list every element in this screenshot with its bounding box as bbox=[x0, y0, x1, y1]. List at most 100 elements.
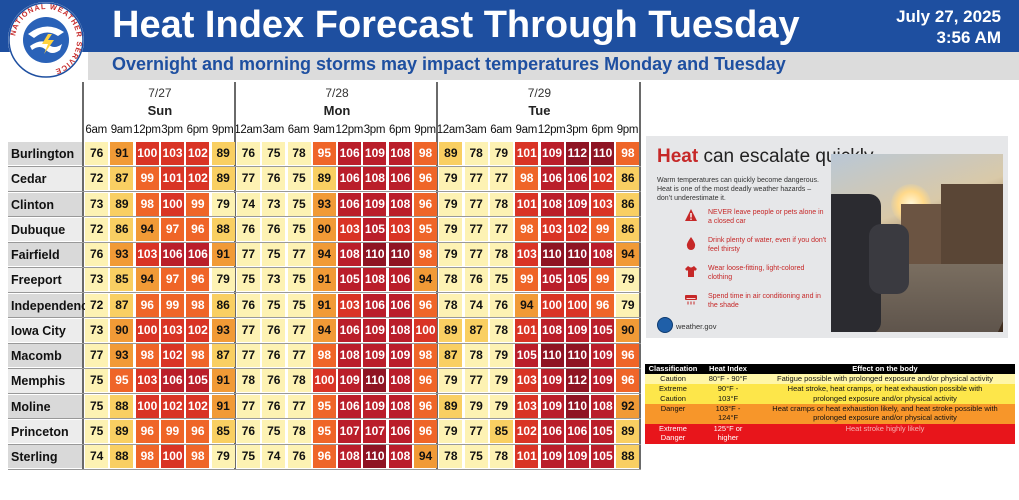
heat-index-cell: 106 bbox=[338, 142, 362, 165]
heat-index-cell: 96 bbox=[414, 167, 438, 191]
heat-index-cell: 108 bbox=[363, 167, 387, 191]
heat-index-cell: 106 bbox=[338, 167, 362, 191]
heat-index-cell: 77 bbox=[464, 369, 488, 393]
heat-index-cell: 110 bbox=[591, 142, 615, 165]
heat-index-cell: 101 bbox=[161, 167, 185, 191]
city-label: Macomb bbox=[11, 349, 62, 363]
heat-index-cell: 100 bbox=[161, 192, 185, 216]
day-separator-line bbox=[233, 82, 236, 471]
heat-index-cell: 91 bbox=[110, 142, 134, 165]
legend-header-cell: Effect on the body bbox=[852, 364, 918, 373]
heat-index-cell: 108 bbox=[388, 445, 412, 468]
row-divider bbox=[8, 418, 641, 420]
heat-index-cell: 103 bbox=[515, 243, 539, 266]
page-subtitle: Overnight and morning storms may impact … bbox=[112, 54, 786, 74]
heat-index-cell: 76 bbox=[262, 344, 286, 367]
legend-row: Extreme 90°F - Heat stroke, heat cramps, o… bbox=[645, 384, 1015, 394]
heat-index-cell: 110 bbox=[565, 243, 589, 266]
heat-index-cell: 105 bbox=[591, 419, 615, 443]
heat-index-cell: 98 bbox=[515, 167, 539, 191]
heat-index-cell: 106 bbox=[388, 268, 412, 292]
heat-index-cell: 106 bbox=[388, 419, 412, 443]
heat-index-cell: 98 bbox=[414, 344, 438, 367]
heat-index-cell: 89 bbox=[211, 167, 235, 191]
issue-date: July 27, 2025 bbox=[896, 7, 1001, 26]
heat-index-cell: 75 bbox=[262, 142, 286, 165]
heat-index-cell: 73 bbox=[85, 268, 109, 292]
heat-index-cell: 85 bbox=[489, 419, 513, 443]
heat-index-cell: 103 bbox=[338, 217, 362, 241]
heat-index-cell: 110 bbox=[363, 445, 387, 468]
heat-index-cell: 96 bbox=[616, 344, 640, 367]
heat-index-cell: 102 bbox=[161, 394, 185, 418]
heat-index-cell: 106 bbox=[161, 369, 185, 393]
heat-index-cell: 112 bbox=[565, 369, 589, 393]
heat-index-cell: 103 bbox=[338, 293, 362, 317]
heat-index-cell: 79 bbox=[616, 293, 640, 317]
heat-index-cell: 76 bbox=[464, 268, 488, 292]
heat-index-cell: 88 bbox=[110, 394, 134, 418]
heat-index-cell: 106 bbox=[388, 293, 412, 317]
heat-index-cell: 91 bbox=[211, 394, 235, 418]
row-divider bbox=[8, 165, 641, 167]
hour-label: 6am bbox=[490, 124, 512, 136]
heat-index-cell: 75 bbox=[85, 394, 109, 418]
row-band bbox=[8, 192, 82, 216]
heat-index-cell: 109 bbox=[591, 344, 615, 367]
heat-index-cell: 94 bbox=[414, 268, 438, 292]
heat-index-cell: 105 bbox=[363, 217, 387, 241]
legend-index-cell: 103°F bbox=[717, 394, 739, 403]
warning-icon bbox=[685, 209, 697, 221]
row-divider bbox=[8, 367, 641, 369]
heat-index-cell: 75 bbox=[85, 369, 109, 393]
heat-index-cell: 103 bbox=[161, 318, 185, 342]
heat-index-cell: 109 bbox=[540, 394, 564, 418]
heat-index-cell: 102 bbox=[186, 142, 210, 165]
heat-index-cell: 77 bbox=[464, 217, 488, 241]
heat-index-cell: 95 bbox=[312, 394, 336, 418]
heat-index-cell: 96 bbox=[186, 419, 210, 443]
hour-label: 12pm bbox=[537, 124, 566, 136]
day-separator-line bbox=[436, 82, 439, 471]
hour-label: 12am bbox=[436, 124, 465, 136]
heat-index-cell: 76 bbox=[236, 217, 260, 241]
heat-index-cell: 97 bbox=[161, 217, 185, 241]
row-divider bbox=[8, 317, 641, 319]
heat-index-cell: 98 bbox=[616, 142, 640, 165]
heat-index-cell: 101 bbox=[515, 318, 539, 342]
city-label: Fairfield bbox=[11, 248, 60, 262]
day-separator-line bbox=[638, 82, 641, 471]
hour-label: 6pm bbox=[591, 124, 613, 136]
heat-index-cell: 78 bbox=[236, 369, 260, 393]
heat-index-cell: 74 bbox=[262, 445, 286, 468]
heat-index-cell: 109 bbox=[540, 369, 564, 393]
heat-index-cell: 73 bbox=[262, 192, 286, 216]
heat-index-cell: 109 bbox=[363, 192, 387, 216]
row-band bbox=[8, 142, 82, 166]
heat-index-cell: 76 bbox=[236, 419, 260, 443]
heat-index-cell: 89 bbox=[211, 142, 235, 165]
heat-index-cell: 76 bbox=[262, 369, 286, 393]
day-date-label: 7/27 bbox=[148, 86, 172, 100]
heat-index-cell: 76 bbox=[85, 142, 109, 165]
heat-index-cell: 101 bbox=[515, 192, 539, 216]
heat-index-cell: 77 bbox=[489, 217, 513, 241]
city-label: Iowa City bbox=[11, 323, 66, 338]
heat-index-cell: 99 bbox=[161, 419, 185, 443]
heat-index-cell: 95 bbox=[312, 142, 336, 165]
legend-effect-cell: Heat stroke highly likely bbox=[845, 424, 925, 433]
heat-index-cell: 72 bbox=[85, 217, 109, 241]
heat-index-cell: 98 bbox=[186, 293, 210, 317]
heat-index-cell: 108 bbox=[388, 142, 412, 165]
heat-index-cell: 77 bbox=[236, 243, 260, 266]
heat-index-cell: 96 bbox=[135, 293, 159, 317]
row-divider bbox=[8, 241, 641, 243]
legend-row: Danger 103°F - 124°F Heat cramps or heat e… bbox=[645, 404, 1015, 424]
heat-index-cell: 100 bbox=[540, 293, 564, 317]
heat-index-cell: 77 bbox=[236, 318, 260, 342]
heat-index-cell: 94 bbox=[135, 217, 159, 241]
website-link[interactable]: weather.gov bbox=[676, 322, 717, 331]
hour-label: 9pm bbox=[616, 124, 639, 136]
heat-index-cell: 98 bbox=[135, 445, 159, 468]
heat-index-cell: 109 bbox=[388, 344, 412, 367]
